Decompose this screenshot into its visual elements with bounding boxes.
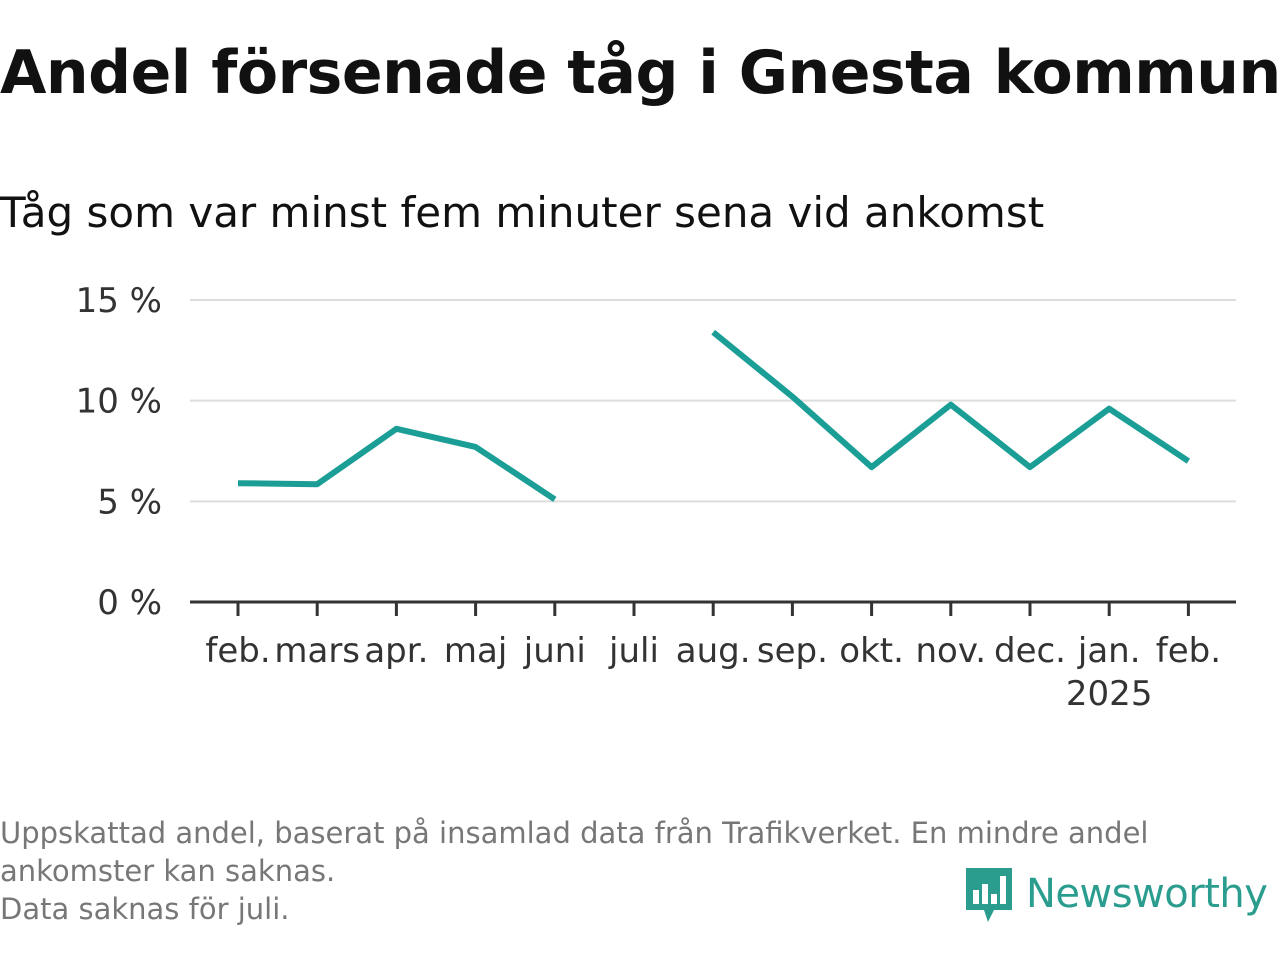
y-tick-label: 5 % <box>97 482 162 522</box>
newsworthy-bar-chart-icon <box>966 868 1012 922</box>
x-tick-label: juli <box>608 631 659 671</box>
x-tick-label: juni <box>523 631 586 671</box>
footnote-line-1: Uppskattad andel, baserat på insamlad da… <box>0 816 1149 850</box>
footnote-line-2: ankomster kan saknas. <box>0 854 336 888</box>
x-tick-label: feb. <box>205 631 270 671</box>
x-axis <box>190 600 1236 616</box>
footnote: Uppskattad andel, baserat på insamlad da… <box>0 814 1270 928</box>
x-tick-label: dec. <box>994 631 1066 671</box>
chart-subtitle: Tåg som var minst fem minuter sena vid a… <box>0 188 1045 237</box>
x-tick-label: jan. <box>1077 631 1141 671</box>
x-tick-label: okt. <box>839 631 904 671</box>
x-tick-label: nov. <box>915 631 986 671</box>
x-tick-label: sep. <box>757 631 828 671</box>
newsworthy-logo: Newsworthy <box>964 864 1268 924</box>
logo-text: Newsworthy <box>1026 871 1268 917</box>
y-tick-label: 15 % <box>76 281 162 321</box>
gridlines <box>190 299 1236 503</box>
x-tick-label: aug. <box>676 631 751 671</box>
x-tick-label: apr. <box>364 631 428 671</box>
x-tick-label: maj <box>444 631 507 671</box>
footnote-line-3: Data saknas för juli. <box>0 892 290 926</box>
x-tick-label: feb. <box>1156 631 1221 671</box>
y-tick-label: 0 % <box>97 583 162 623</box>
series-lines <box>237 329 1191 502</box>
series-line-segment <box>711 329 1191 471</box>
x-year-label: 2025 <box>1066 674 1153 714</box>
y-tick-label: 10 % <box>76 382 162 422</box>
x-axis-tick-labels: feb. mars apr. maj juni juli aug. sep. okt. nov. d… <box>205 631 1221 714</box>
series-line-segment <box>237 425 557 502</box>
x-tick-label: mars <box>274 631 360 671</box>
y-axis-tick-labels: 0 % 5 % 10 % 15 % <box>76 281 162 623</box>
chart-title: Andel försenade tåg i Gnesta kommun <box>0 38 1280 108</box>
